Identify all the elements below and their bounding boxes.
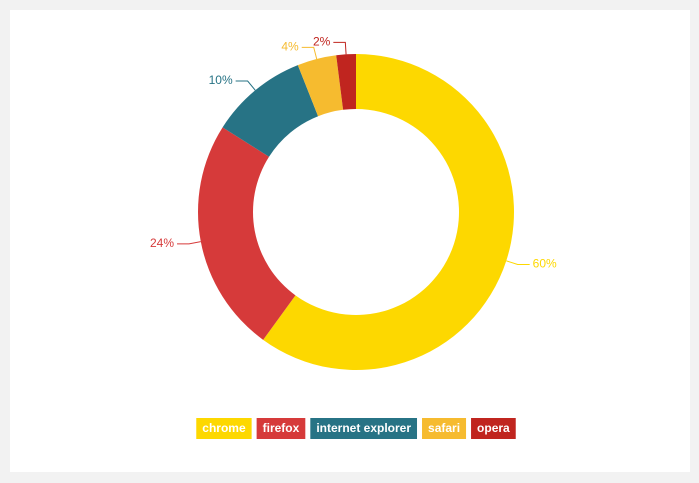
legend-item: firefox bbox=[256, 418, 306, 439]
legend-label: firefox bbox=[263, 421, 300, 435]
donut-slice bbox=[222, 65, 319, 157]
data-label: 2% bbox=[313, 35, 331, 49]
legend-label: opera bbox=[477, 421, 510, 435]
data-label: 10% bbox=[209, 73, 233, 87]
legend-swatch bbox=[256, 418, 306, 439]
donut-slice bbox=[198, 127, 296, 340]
donut-slice bbox=[297, 55, 344, 117]
legend-label: safari bbox=[428, 421, 460, 435]
donut-slice bbox=[336, 54, 356, 110]
leader-line bbox=[333, 41, 347, 55]
legend-item: chrome bbox=[196, 418, 252, 439]
data-label: 4% bbox=[281, 40, 299, 54]
legend-swatch bbox=[310, 418, 418, 439]
leader-line bbox=[301, 46, 318, 60]
leader-line bbox=[177, 241, 201, 245]
data-label: 24% bbox=[150, 236, 174, 250]
legend-item: internet explorer bbox=[310, 418, 418, 439]
legend-label: chrome bbox=[202, 421, 246, 435]
legend-swatch bbox=[422, 418, 467, 439]
leader-line bbox=[235, 80, 256, 91]
legend-swatch bbox=[471, 418, 516, 439]
data-label: 60% bbox=[533, 257, 557, 271]
legend-label: internet explorer bbox=[316, 421, 411, 435]
legend-swatch bbox=[196, 418, 252, 439]
donut-slice bbox=[263, 54, 514, 370]
legend-item: opera bbox=[471, 418, 516, 439]
leader-line bbox=[506, 260, 530, 266]
legend-item: safari bbox=[422, 418, 467, 439]
